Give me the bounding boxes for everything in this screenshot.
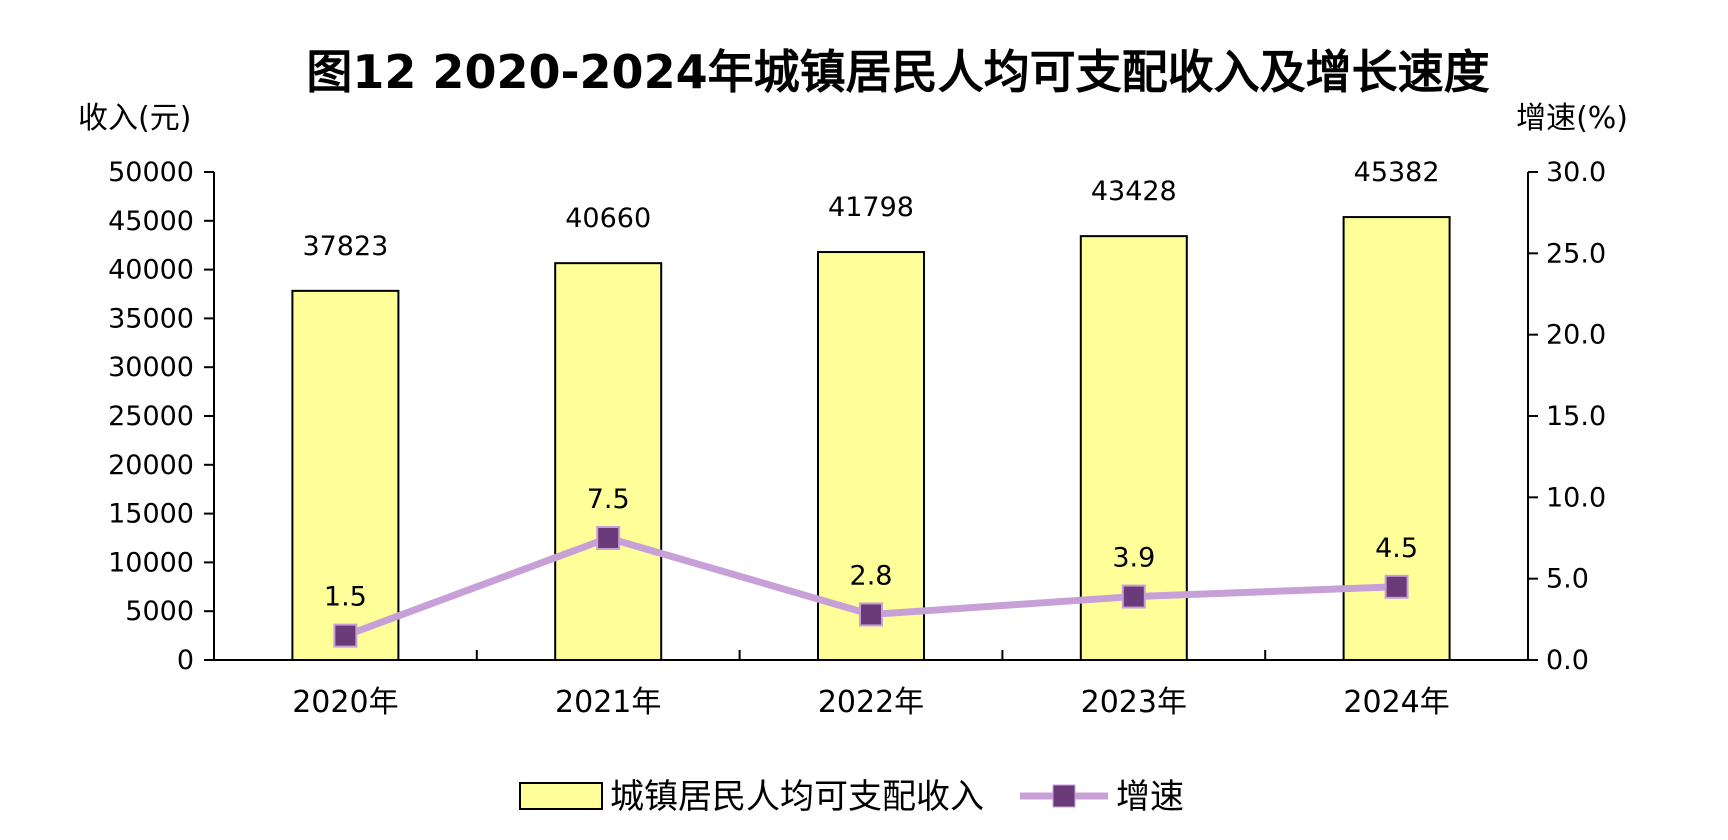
line-series	[333, 526, 1409, 648]
y-left-tick-label: 5000	[125, 596, 194, 627]
growth-label-1: 7.5	[587, 484, 630, 515]
bar-data-labels: 37823 40660 41798 43428 45382	[302, 157, 1439, 262]
bar-label-4: 45382	[1354, 157, 1440, 188]
y-right-tick-label: 10.0	[1546, 482, 1606, 513]
x-tick-label-4: 2024年	[1343, 685, 1449, 720]
growth-label-4: 4.5	[1375, 533, 1418, 564]
legend: 城镇居民人均可支配收入 增速	[519, 777, 1184, 817]
x-axis-labels: 2020年 2021年 2022年 2023年 2024年	[292, 650, 1450, 720]
growth-label-3: 3.9	[1112, 543, 1155, 574]
legend-bar-swatch	[519, 782, 603, 810]
bar-0	[291, 289, 400, 661]
x-tick-label-1: 2021年	[555, 685, 661, 720]
y-axis-left-title: 收入(元)	[78, 101, 191, 136]
y-left-tick-label: 35000	[108, 303, 194, 334]
y-right-tick-label: 15.0	[1546, 401, 1606, 432]
y-axis-right-title: 增速(%)	[1516, 101, 1628, 136]
growth-marker-0	[333, 623, 358, 648]
legend-line-label: 增速	[1116, 777, 1184, 817]
y-right-tick-label: 0.0	[1546, 645, 1589, 676]
bar-2	[817, 251, 925, 661]
y-left-tick-label: 0	[177, 645, 194, 676]
y-right-tick-label: 5.0	[1546, 564, 1589, 595]
bar-label-2: 41798	[828, 192, 914, 223]
bar-1	[554, 262, 663, 661]
y-left-tick-label: 30000	[108, 352, 194, 383]
y-left-tick-label: 45000	[108, 206, 194, 237]
growth-marker-2	[859, 602, 883, 627]
y-left-tick-label: 50000	[108, 157, 194, 188]
y-right-tick-label: 25.0	[1546, 238, 1606, 269]
bar-label-0: 37823	[302, 231, 388, 262]
y-axis-right-ticks: 0.0 5.0 10.0 15.0 20.0 25.0 30.0	[1528, 157, 1606, 676]
y-left-tick-label: 40000	[108, 255, 194, 286]
legend-bar-label: 城镇居民人均可支配收入	[610, 777, 984, 817]
x-tick-label-2: 2022年	[818, 685, 924, 720]
y-left-tick-label: 25000	[108, 401, 194, 432]
y-left-tick-label: 20000	[108, 450, 194, 481]
growth-marker-4	[1384, 574, 1409, 599]
y-axis-left-ticks: 0 5000 10000 15000 20000 25000 30000 35000 40000…	[108, 157, 214, 676]
y-left-tick-label: 15000	[108, 499, 194, 530]
line-data-labels: 1.5 7.5 2.8 3.9 4.5	[324, 484, 1418, 613]
y-left-tick-label: 10000	[108, 547, 194, 578]
legend-line-marker	[1052, 784, 1076, 808]
growth-label-2: 2.8	[850, 560, 893, 591]
growth-marker-1	[596, 526, 621, 550]
y-right-tick-label: 20.0	[1546, 320, 1606, 351]
x-tick-label-3: 2023年	[1081, 685, 1187, 720]
bar-label-1: 40660	[565, 203, 651, 234]
bar-label-3: 43428	[1091, 176, 1177, 207]
y-right-tick-label: 30.0	[1546, 157, 1606, 188]
chart-title: 图12 2020-2024年城镇居民人均可支配收入及增长速度	[306, 45, 1489, 99]
growth-marker-3	[1121, 584, 1146, 609]
x-tick-label-0: 2020年	[292, 685, 398, 720]
growth-label-0: 1.5	[324, 582, 367, 613]
